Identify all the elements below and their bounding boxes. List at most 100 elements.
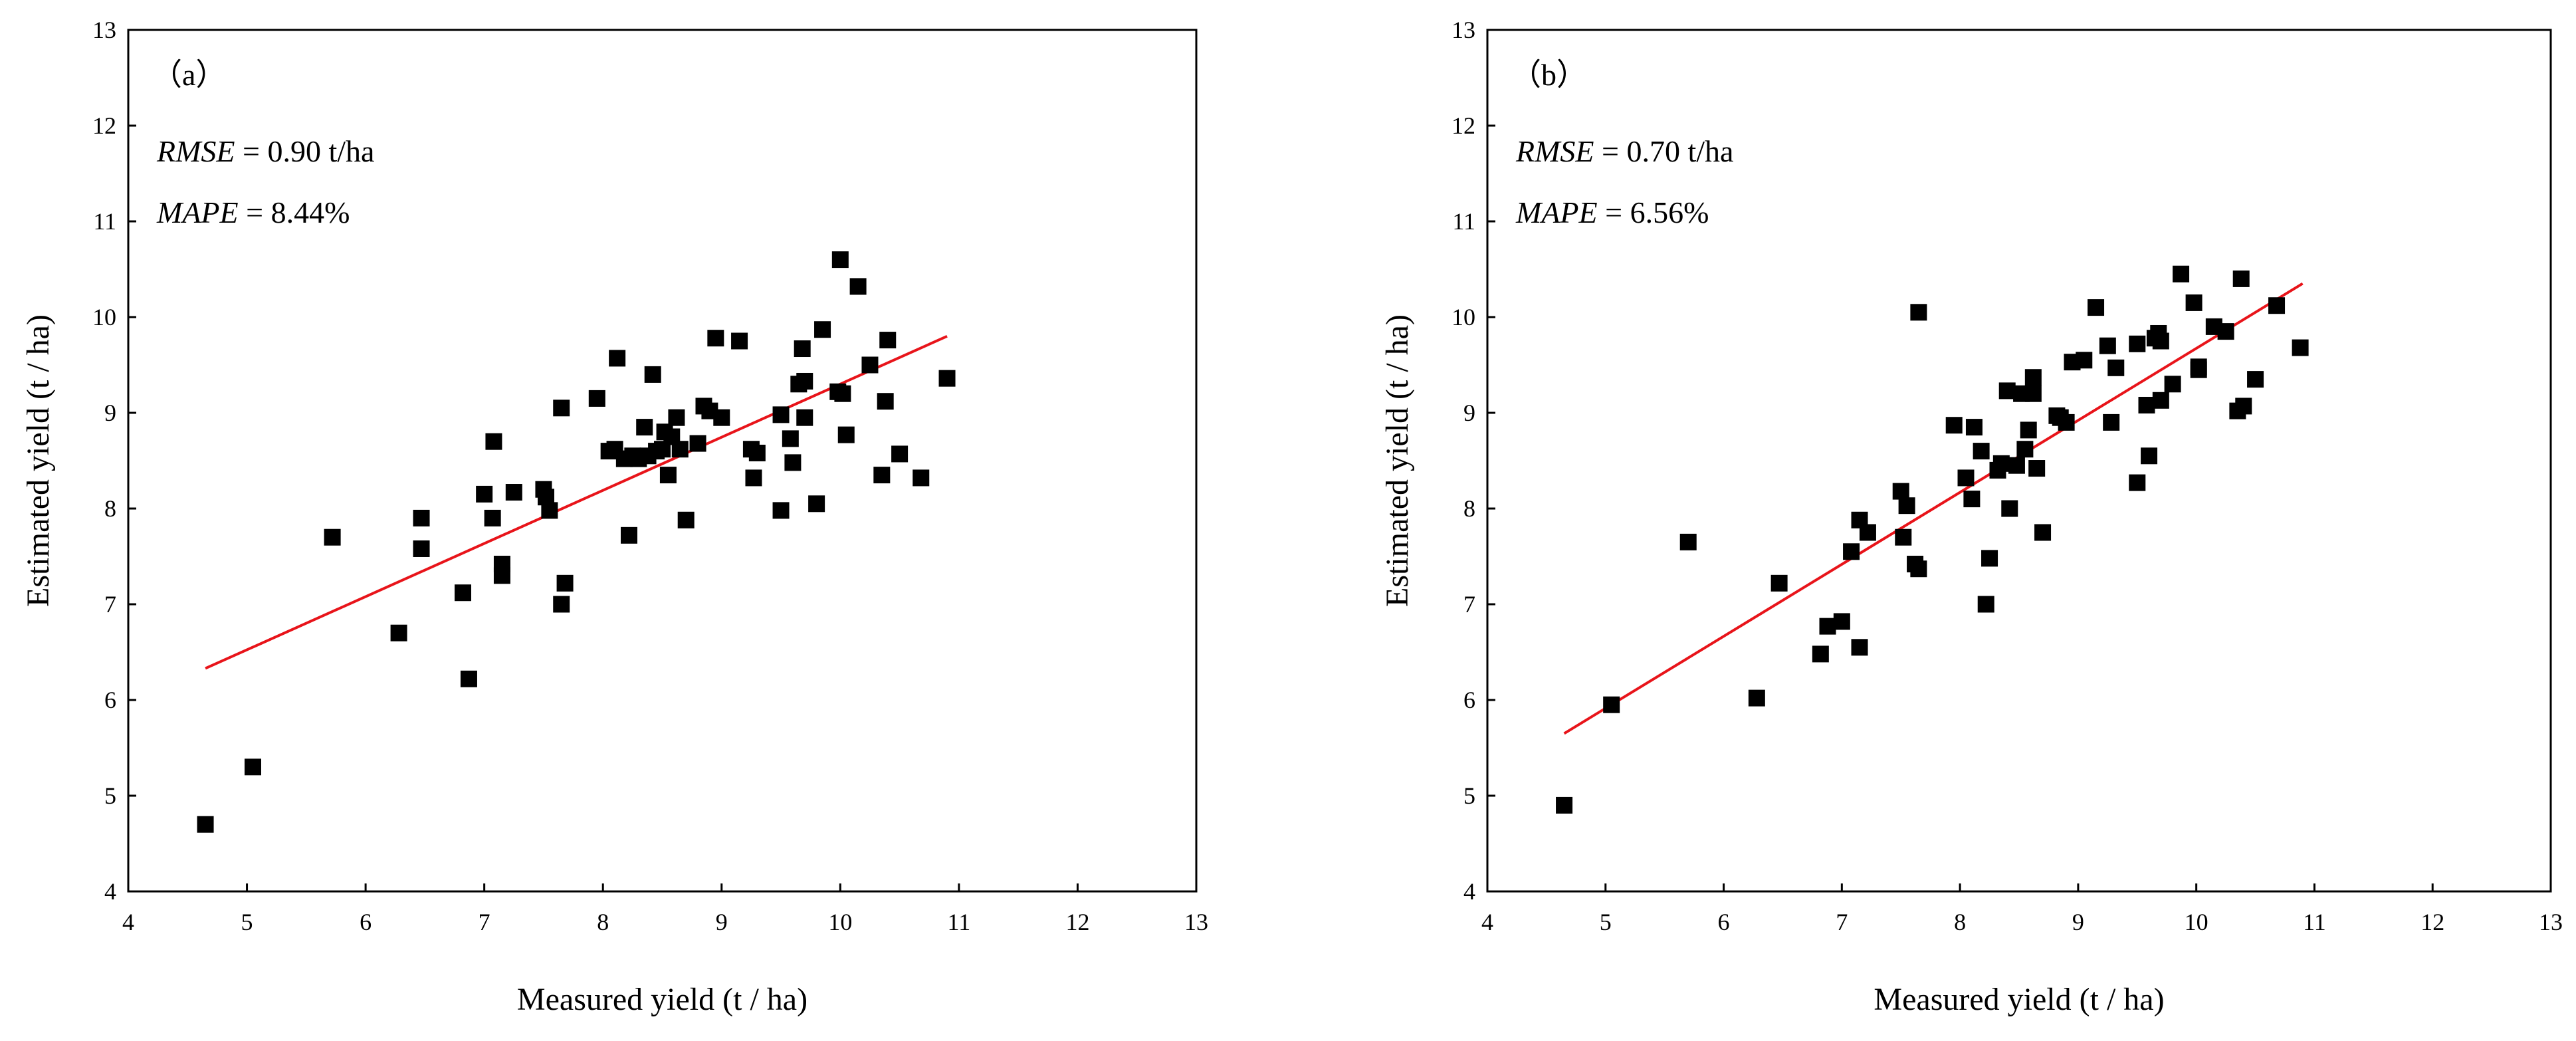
scatter-point [2016,441,2034,458]
scatter-point [2001,500,2018,517]
scatter-point [2173,265,2190,283]
scatter-point [553,596,570,613]
scatter-point [713,409,730,426]
scatter-point [2185,294,2202,311]
y-tick-label: 8 [1463,495,1475,522]
stat-value: = 0.70 t/ha [1594,134,1734,168]
scatter-point [2268,297,2286,314]
scatter-point [772,406,790,423]
scatter-point [2141,447,2158,465]
y-tick-label: 12 [1451,112,1475,139]
chart-panel-b: 4 5 6 7 8 9 10 11 12 13 4 5 6 7 8 9 10 11 12 13 Measured yie… [1380,17,2563,1017]
scatter-point [493,567,510,584]
scatter-point [1898,497,1915,515]
y-tick-label: 11 [1452,208,1475,235]
scatter-point [912,469,930,487]
scatter-point [745,469,762,487]
y-tick-label: 11 [93,208,116,235]
plot-frame [1486,29,2552,893]
scatter-point [2247,371,2264,388]
scatter-point [609,350,626,367]
scatter-point [460,670,477,687]
scatter-point [2232,270,2250,287]
scatter-point [390,624,407,641]
stat-name: MAPE [1515,195,1598,229]
scatter-point [1910,304,1927,321]
scatter-point [2292,339,2309,356]
scatter-point [1603,696,1620,713]
fit-line [1563,282,2304,735]
scatter-point [1998,382,2016,400]
scatter-point [455,584,472,602]
x-tick-label: 7 [1836,909,1848,935]
y-tick-label: 8 [104,495,116,522]
x-tick-label: 5 [1600,909,1612,935]
scatter-point [476,485,493,503]
scatter-point [689,435,706,452]
x-tick-label: 10 [828,909,852,935]
y-tick-label: 5 [1463,782,1475,809]
y-tick-label: 6 [1463,687,1475,713]
scatter-point [1992,455,2010,472]
y-tick-label: 7 [1463,591,1475,618]
scatter-point [2103,413,2120,431]
y-tick-label: 13 [1451,17,1475,43]
scatter-point [2217,323,2234,340]
x-tick-label: 6 [1718,909,1730,935]
x-tick-label: 9 [716,909,728,935]
scatter-point [1819,618,1836,635]
scatter-point [677,511,695,528]
scatter-point [1957,469,1975,487]
plot-frame [127,29,1198,893]
x-tick-label: 4 [1481,909,1493,935]
chart-panel-a: 4 5 6 7 8 9 10 11 12 13 4 5 6 7 8 9 10 11 12 13 Measured yie… [21,17,1208,1017]
y-tick-label: 10 [1451,304,1475,330]
scatter-point [484,509,501,526]
scatter-point [861,356,879,374]
stat-value: = 8.44% [239,195,350,229]
scatter-point [877,393,894,410]
scatter-point [1843,543,1860,560]
scatter-point [814,321,831,338]
scatter-point [413,540,430,557]
panel-label: （b） [1511,58,1587,92]
x-tick-label: 13 [2539,909,2563,935]
scatter-point [891,445,909,463]
x-tick-label: 11 [2303,909,2326,935]
scatter-point [2034,524,2052,541]
scatter-point [1771,574,1788,592]
scatter-point [2152,332,2169,350]
scatter-point [772,502,790,519]
scatter-point [659,467,677,484]
scatter-point [2024,369,2042,386]
scatter-point [485,433,502,450]
x-tick-label: 5 [241,909,253,935]
scatter-point [505,484,522,501]
scatter-point [2129,335,2146,352]
y-axis-title: Estimated yield (t / ha) [21,314,56,607]
scatter-point [668,409,685,426]
scatter-point [2107,359,2125,376]
scatter-point [1963,491,1981,508]
stat-name: RMSE [156,134,235,168]
scatter-point [2024,385,2042,402]
scatter-point [1981,550,1998,567]
x-axis-title: Measured yield (t / ha) [1874,982,2164,1017]
scatter-point [731,332,748,350]
x-tick-label: 12 [1065,909,1089,935]
scatter-point [879,332,897,349]
scatter-point [808,495,825,513]
scatter-point [2129,474,2146,491]
y-tick-label: 10 [92,304,116,330]
scatter-point [556,574,574,592]
y-tick-label: 5 [104,782,116,809]
scatter-point [1556,796,1573,814]
stat-value: = 0.90 t/ha [235,134,375,168]
scatter-point [2235,398,2252,415]
scatter-point [588,390,605,407]
scatter-point [1748,689,1765,707]
scatter-point [796,409,813,426]
x-tick-label: 11 [948,909,971,935]
stat-annotation: RMSE = 0.70 t/ha [1515,134,1733,168]
